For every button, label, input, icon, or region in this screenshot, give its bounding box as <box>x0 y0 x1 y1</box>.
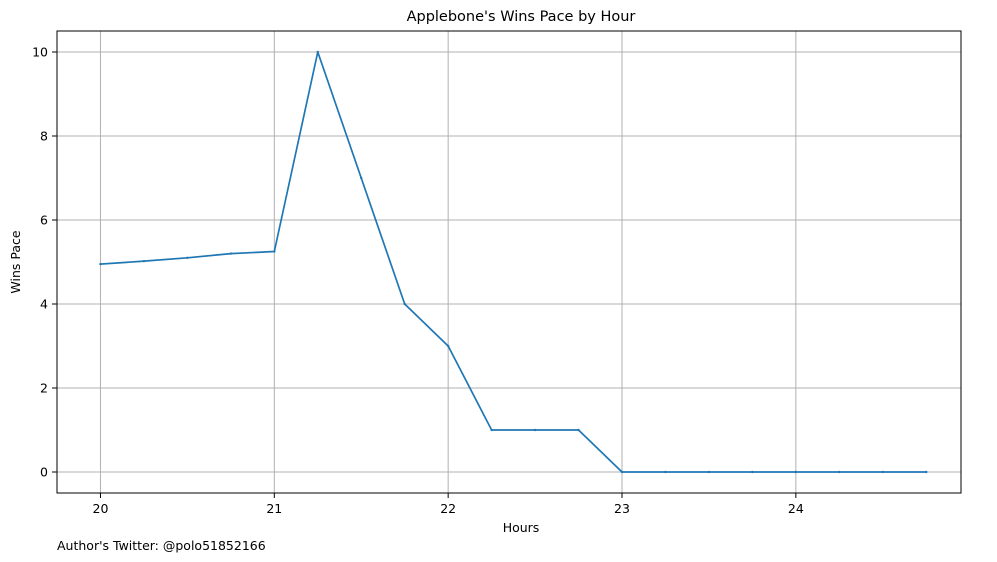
y-tick-label: 10 <box>32 45 48 60</box>
data-point <box>620 470 624 474</box>
grid <box>57 31 961 493</box>
data-point <box>838 470 841 474</box>
data-point <box>186 256 189 259</box>
data-point <box>273 250 276 253</box>
x-axis-ticks: 20 21 22 23 24 <box>93 493 804 516</box>
data-point <box>577 428 580 432</box>
series-layer <box>99 50 928 474</box>
data-point <box>142 259 146 263</box>
chart-title: Applebone's Wins Pace by Hour <box>407 9 636 25</box>
x-tick-label: 21 <box>266 501 282 516</box>
x-axis-label: Hours <box>503 520 540 535</box>
data-point <box>446 344 450 348</box>
data-point <box>925 470 928 474</box>
author-credit: Author's Twitter: @polo51852166 <box>57 538 266 553</box>
y-tick-label: 4 <box>40 297 48 312</box>
data-point <box>360 176 363 180</box>
y-tick-label: 8 <box>40 129 48 144</box>
data-point <box>881 470 884 474</box>
series-line-wins-pace <box>99 51 928 473</box>
x-tick-label: 24 <box>788 501 804 516</box>
data-point <box>794 470 798 474</box>
y-tick-label: 2 <box>40 381 48 396</box>
x-tick-label: 23 <box>614 501 630 516</box>
x-tick-label: 22 <box>440 501 456 516</box>
x-tick-label: 20 <box>93 501 109 516</box>
data-point <box>533 428 537 432</box>
data-point <box>490 428 493 432</box>
data-point <box>99 262 102 266</box>
data-point <box>664 470 667 474</box>
data-point <box>751 470 754 474</box>
y-axis-ticks: 0 2 4 6 8 10 <box>32 45 57 480</box>
data-point <box>403 302 406 306</box>
data-point <box>707 470 711 474</box>
y-axis-label: Wins Pace <box>8 230 23 293</box>
data-point <box>316 50 319 54</box>
plot-frame <box>56 30 962 494</box>
data-point <box>229 252 233 255</box>
y-tick-label: 6 <box>40 213 48 228</box>
y-tick-label: 0 <box>40 465 48 480</box>
